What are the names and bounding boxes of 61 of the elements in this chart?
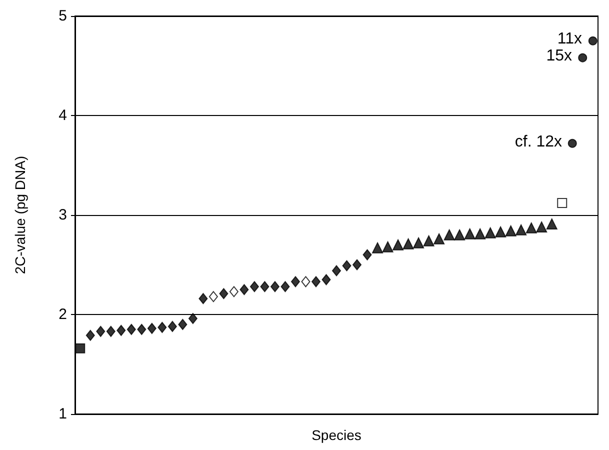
point bbox=[322, 274, 331, 286]
point bbox=[311, 276, 320, 288]
point bbox=[198, 293, 208, 304]
point bbox=[423, 235, 434, 246]
point bbox=[362, 249, 372, 260]
y-tick-label: 2 bbox=[58, 306, 67, 323]
point bbox=[219, 288, 228, 300]
point bbox=[536, 221, 548, 232]
y-tick-label: 5 bbox=[58, 8, 67, 24]
point bbox=[86, 330, 95, 341]
point bbox=[464, 228, 476, 240]
x-axis-title: Species bbox=[312, 427, 362, 443]
point bbox=[301, 276, 310, 288]
point bbox=[516, 224, 527, 236]
point bbox=[260, 281, 270, 292]
point bbox=[332, 265, 341, 276]
point bbox=[96, 326, 106, 337]
point bbox=[229, 286, 238, 298]
point bbox=[546, 218, 558, 230]
annotation: 11x bbox=[557, 30, 582, 48]
point bbox=[158, 322, 167, 333]
point bbox=[188, 312, 198, 324]
point bbox=[352, 259, 362, 270]
y-tick-label: 1 bbox=[58, 406, 67, 422]
y-tick-label: 3 bbox=[58, 206, 67, 224]
point bbox=[392, 239, 404, 250]
point bbox=[578, 53, 588, 62]
point bbox=[557, 198, 568, 208]
point bbox=[526, 222, 537, 234]
point bbox=[208, 291, 218, 302]
point bbox=[290, 276, 300, 288]
point bbox=[178, 318, 188, 330]
point bbox=[116, 324, 126, 336]
point bbox=[280, 281, 290, 292]
point bbox=[484, 227, 496, 238]
point bbox=[382, 241, 394, 252]
point bbox=[402, 238, 414, 250]
point bbox=[474, 228, 486, 240]
point bbox=[505, 225, 516, 236]
point bbox=[588, 36, 598, 46]
annotation: 15x bbox=[546, 48, 572, 64]
point bbox=[372, 242, 384, 254]
point bbox=[495, 226, 506, 238]
y-tick-label: 4 bbox=[58, 107, 67, 124]
point bbox=[413, 237, 424, 248]
point bbox=[250, 281, 259, 292]
point bbox=[568, 138, 577, 148]
point bbox=[270, 281, 280, 292]
point bbox=[434, 233, 445, 244]
point bbox=[240, 284, 249, 296]
point bbox=[454, 229, 466, 240]
point bbox=[126, 324, 136, 335]
point bbox=[147, 322, 156, 334]
y-axis-title: 2C-value (pg DNA) bbox=[12, 156, 28, 274]
point bbox=[342, 260, 352, 272]
point bbox=[444, 229, 455, 240]
annotation: cf. 12x bbox=[514, 134, 562, 150]
point bbox=[75, 343, 86, 354]
point bbox=[137, 324, 146, 335]
point bbox=[106, 326, 116, 337]
point bbox=[168, 320, 177, 332]
